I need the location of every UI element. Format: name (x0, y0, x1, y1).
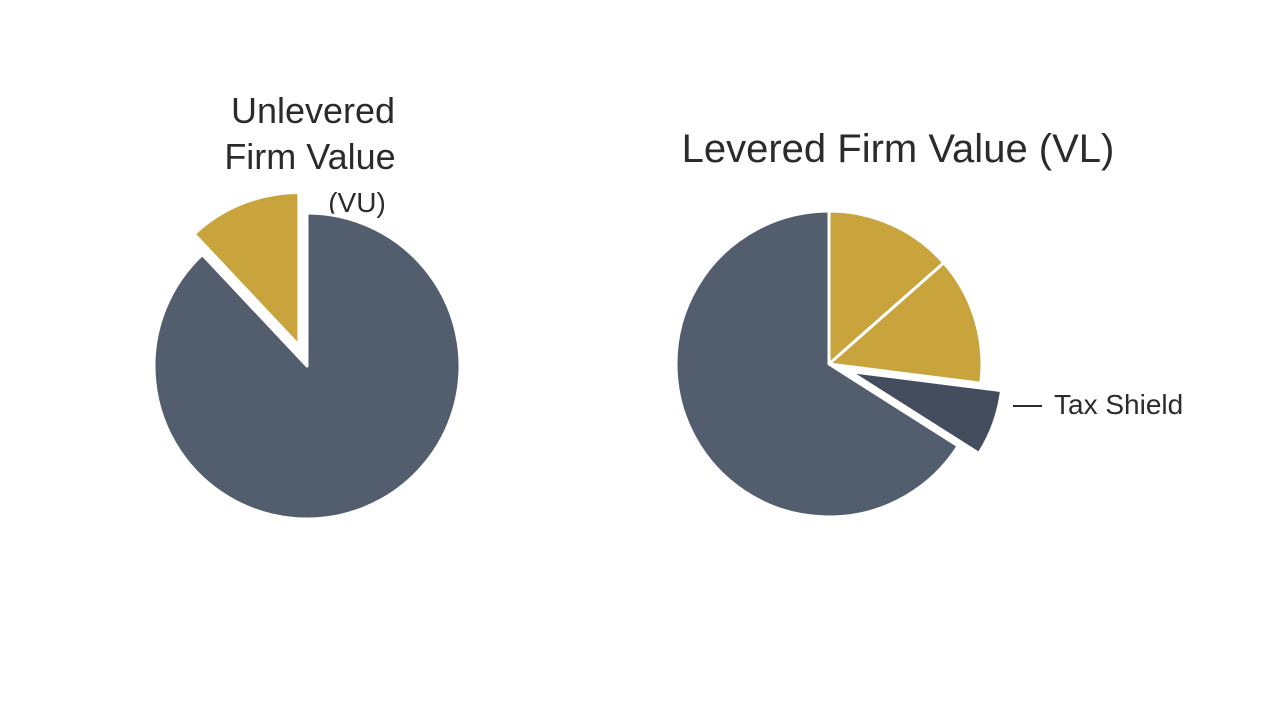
unlevered-pie-chart: Unlevered Firm Value (VU) (152, 90, 462, 521)
levered-title: Levered Firm Value (VL) (682, 127, 1115, 171)
unlevered-pie-slices (152, 191, 462, 521)
unlevered-title-line-2: Firm Value (224, 136, 395, 177)
levered-pie-slices (674, 209, 1003, 519)
levered-pie-slice-2 (827, 261, 984, 385)
levered-pie-slice-3 (848, 369, 1003, 455)
tax-shield-label: Tax Shield (1054, 389, 1183, 420)
unlevered-pie-slice-1 (152, 211, 462, 521)
levered-pie-chart: Levered Firm Value (VL) Tax Shield (674, 127, 1183, 519)
unlevered-title-line-1: Unlevered (231, 90, 395, 131)
levered-pie-slice-1 (827, 209, 946, 366)
levered-pie-slice-4 (674, 209, 960, 519)
unlevered-subtitle: (VU) (328, 187, 386, 218)
unlevered-pie-slice-2 (192, 191, 301, 348)
